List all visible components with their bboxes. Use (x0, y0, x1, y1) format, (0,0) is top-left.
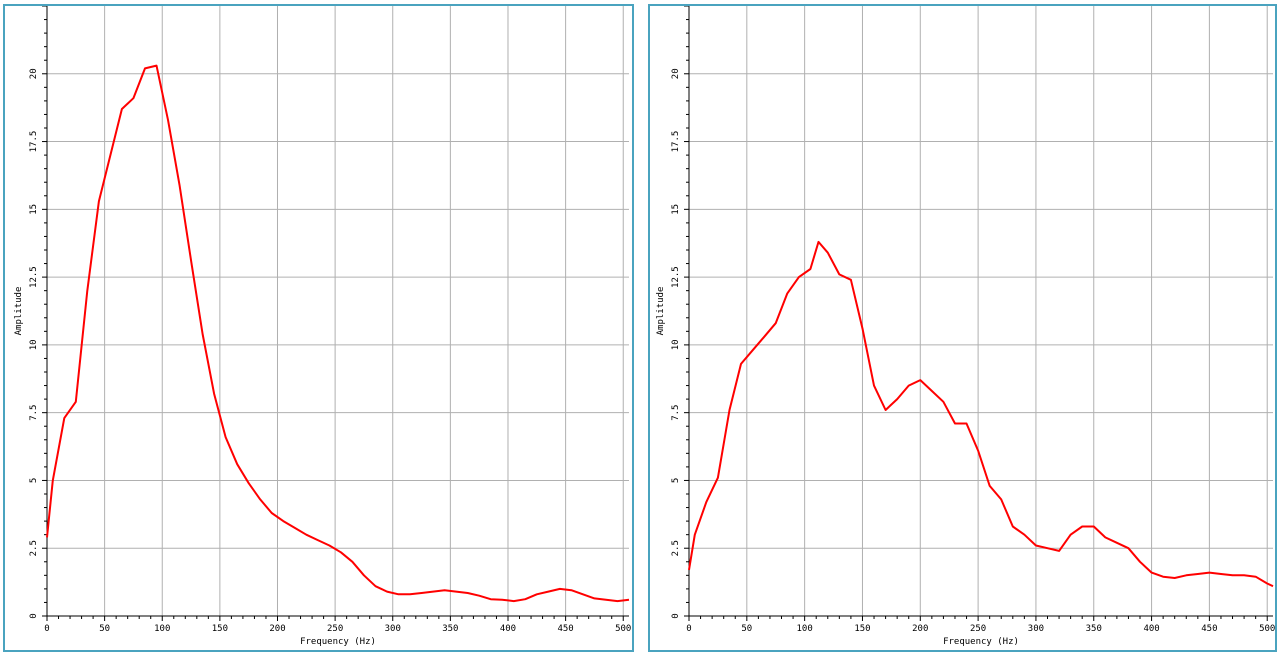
x-tick-label: 100 (797, 624, 813, 634)
x-tick-label: 500 (1259, 624, 1275, 634)
y-tick-label: 2.5 (671, 540, 681, 556)
x-tick-label: 50 (99, 624, 110, 634)
y-tick-label: 15 (671, 204, 681, 215)
y-tick-label: 7.5 (671, 405, 681, 421)
x-tick-label: 400 (500, 624, 516, 634)
y-axis-label: Amplitude (656, 287, 666, 336)
y-tick-label: 5 (671, 478, 681, 483)
y-tick-label: 0 (671, 613, 681, 618)
y-axis-label: Amplitude (14, 287, 24, 336)
y-tick-label: 2.5 (29, 540, 39, 556)
y-tick-label: 17.5 (29, 131, 39, 153)
chart-panel-right: 0 50 100 150 200 250 300 350 400 450 500 0 2.5 5 7.5 10… (648, 4, 1277, 652)
x-tick-label: 150 (854, 624, 870, 634)
x-tick-label: 250 (327, 624, 343, 634)
y-tick-label: 7.5 (29, 405, 39, 421)
x-tick-label: 400 (1143, 624, 1159, 634)
x-tick-label: 300 (385, 624, 401, 634)
series-line (46, 64, 630, 603)
x-tick-label: 0 (44, 624, 49, 634)
x-tick-label: 500 (615, 624, 631, 634)
x-tick-label: 350 (442, 624, 458, 634)
y-tick-label: 12.5 (29, 266, 39, 288)
y-tick-label: 0 (29, 613, 39, 618)
x-tick-label: 50 (741, 624, 752, 634)
amplitude-chart-right: 0 50 100 150 200 250 300 350 400 450 500 0 2.5 5 7.5 10… (656, 6, 1275, 647)
x-axis-label: Frequency (Hz) (300, 637, 376, 647)
x-axis-label: Frequency (Hz) (943, 637, 1019, 647)
y-tick-label: 20 (671, 68, 681, 79)
x-tick-label: 0 (686, 624, 691, 634)
y-tick-label: 15 (29, 204, 39, 215)
x-tick-label: 150 (212, 624, 228, 634)
y-tick-label: 20 (29, 68, 39, 79)
y-tick-label: 10 (29, 339, 39, 350)
series-line (688, 240, 1274, 588)
y-tick-label: 17.5 (671, 131, 681, 153)
amplitude-chart-left: 0 50 100 150 200 250 300 350 400 450 500 0 2.5 5 7.5 10… (14, 6, 631, 647)
grid-lines (688, 6, 1273, 617)
x-tick-label: 100 (154, 624, 170, 634)
x-tick-label: 200 (912, 624, 928, 634)
y-tick-label: 12.5 (671, 266, 681, 288)
chart-panel-left: 0 50 100 150 200 250 300 350 400 450 500 0 2.5 5 7.5 10… (3, 4, 634, 652)
x-tick-label: 450 (557, 624, 573, 634)
y-tick-label: 5 (29, 478, 39, 483)
x-tick-label: 450 (1201, 624, 1217, 634)
x-tick-label: 350 (1086, 624, 1102, 634)
x-tick-label: 250 (970, 624, 986, 634)
x-tick-label: 300 (1028, 624, 1044, 634)
y-tick-label: 10 (671, 339, 681, 350)
x-tick-label: 200 (269, 624, 285, 634)
